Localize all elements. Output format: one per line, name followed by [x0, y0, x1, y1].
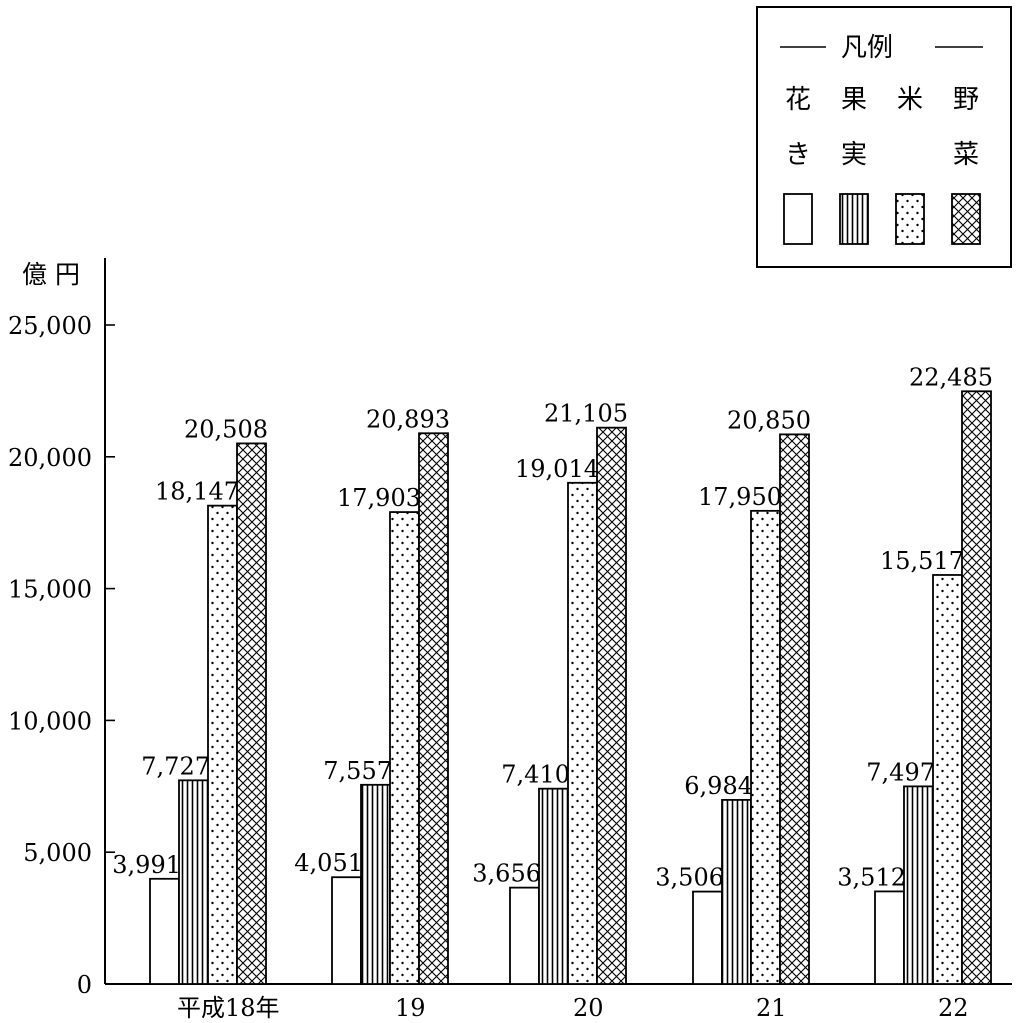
- data-label: 3,991: [112, 851, 181, 879]
- data-label: 18,147: [155, 478, 239, 506]
- y-tick-label: 15,000: [8, 576, 92, 604]
- legend-item: 果実: [839, 85, 869, 245]
- data-label: 19,014: [515, 455, 599, 483]
- data-label: 17,903: [337, 484, 421, 512]
- bar: [903, 785, 934, 985]
- bar: [874, 890, 905, 985]
- data-label: 7,727: [141, 752, 210, 780]
- data-label: 3,512: [837, 863, 906, 891]
- bar-group: 3,506 6,984 17,950 20,850: [655, 406, 811, 985]
- data-label: 20,893: [366, 405, 450, 433]
- legend-swatch: [951, 193, 981, 245]
- data-label: 20,508: [184, 415, 268, 443]
- bar: [418, 432, 449, 985]
- data-label: 20,850: [727, 406, 811, 434]
- bar: [567, 481, 598, 985]
- legend-label-line-1: 果: [841, 85, 867, 115]
- bar-group: 3,656 7,410 19,014 21,105: [472, 400, 628, 985]
- data-label: 4,051: [294, 849, 363, 877]
- x-tick-label: 20: [573, 994, 604, 1022]
- legend-swatch: [895, 193, 925, 245]
- bar: [779, 433, 810, 985]
- legend-swatch: [783, 193, 813, 245]
- data-label: 3,656: [472, 860, 541, 888]
- bar-group: 3,991 7,727 18,147 20,508: [112, 415, 268, 985]
- y-axis-ticks: 0 5,000 10,000 15,000 20,000 25,000: [8, 312, 115, 999]
- data-label: 7,410: [501, 761, 570, 789]
- bar: [750, 509, 781, 985]
- bar-group: 3,512 7,497 15,517 22,485: [837, 363, 993, 985]
- legend-title: 凡例: [841, 33, 893, 63]
- data-label: 21,105: [544, 400, 628, 428]
- bar: [932, 574, 963, 985]
- x-axis-labels: 平成18年 19 20 21 22: [177, 994, 969, 1022]
- legend-item: 花き: [783, 85, 813, 245]
- y-tick-label: 10,000: [8, 707, 92, 735]
- data-label: 7,557: [323, 757, 392, 785]
- data-label: 3,506: [655, 864, 724, 892]
- bar: [236, 442, 267, 985]
- bar: [692, 890, 723, 985]
- bar-group: 4,051 7,557 17,903 20,893: [294, 405, 450, 985]
- bar: [961, 390, 992, 985]
- y-tick-label: 25,000: [8, 312, 92, 340]
- legend-label-line-2: 菜: [953, 140, 979, 170]
- x-tick-label: 19: [395, 994, 426, 1022]
- bar: [538, 787, 569, 985]
- bar: [389, 511, 420, 985]
- legend-label-line-1: 米: [897, 85, 923, 115]
- legend-item: 野菜: [951, 85, 981, 245]
- legend-label-line-1: 野: [953, 85, 979, 115]
- y-tick-label: 5,000: [23, 839, 92, 867]
- x-tick-label: 21: [756, 994, 787, 1022]
- y-tick-label: 20,000: [8, 444, 92, 472]
- legend-item: 米: [895, 85, 925, 245]
- bar: [207, 504, 238, 985]
- bar: [331, 876, 362, 985]
- legend-label-line-2: 実: [841, 140, 867, 170]
- bar: [596, 426, 627, 985]
- bar: [178, 779, 209, 985]
- y-axis-unit-label: 億 円: [22, 260, 80, 289]
- y-tick-label: 0: [77, 971, 92, 999]
- data-label: 6,984: [684, 772, 753, 800]
- legend-swatch: [839, 193, 869, 245]
- bar: [721, 799, 752, 985]
- bar: [149, 877, 180, 985]
- bar: [509, 886, 540, 985]
- data-label: 17,950: [698, 483, 782, 511]
- data-label: 7,497: [866, 758, 935, 786]
- data-label: 15,517: [880, 547, 964, 575]
- bar: [360, 783, 391, 985]
- bar-groups: 3,991 7,727 18,147 20,508 4,051 7,557 17,903 20…: [112, 363, 993, 985]
- legend-label-line-2: き: [785, 140, 811, 170]
- data-label: 22,485: [909, 363, 993, 391]
- legend-label-line-1: 花: [785, 85, 811, 115]
- x-tick-label: 平成18年: [177, 994, 280, 1022]
- x-tick-label: 22: [938, 994, 969, 1022]
